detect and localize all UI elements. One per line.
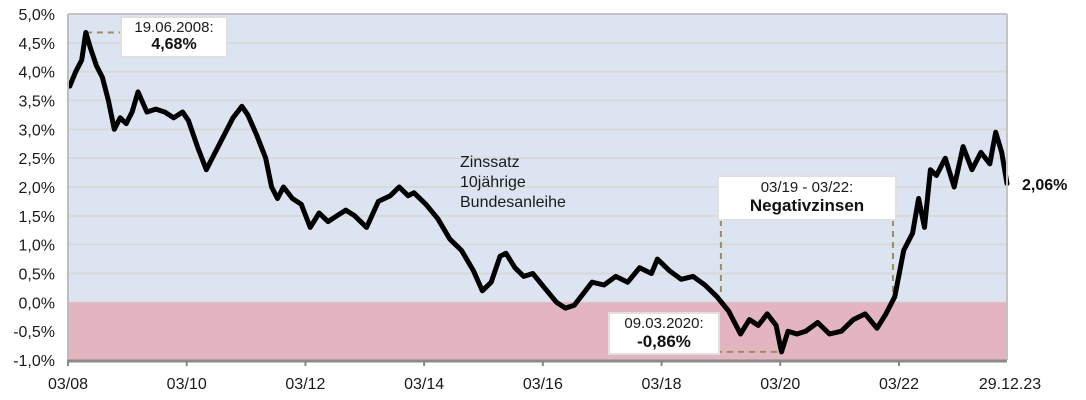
rate-line <box>67 30 1010 355</box>
series-label-line-2: 10jährige <box>460 174 526 191</box>
x-tick-label: 03/16 <box>523 376 563 393</box>
annotation-max-date: 19.06.2008: <box>134 19 214 36</box>
y-tick-label: 2,0% <box>19 180 55 197</box>
x-tick-label: 03/14 <box>404 376 444 393</box>
annotation-min-date: 09.03.2020: <box>624 315 704 332</box>
y-tick-label: 3,0% <box>19 122 55 139</box>
y-tick-label: 1,0% <box>19 238 55 255</box>
end-value-label: 2,06% <box>1022 177 1068 194</box>
x-tick-label: 03/10 <box>167 376 207 393</box>
annotation-guides <box>85 31 894 353</box>
y-tick-label: 4,0% <box>19 65 55 82</box>
x-tick-label: 29.12.23 <box>979 376 1041 393</box>
y-tick-label: 1,5% <box>19 209 55 226</box>
annotation-max-value: 4,68% <box>151 36 197 54</box>
annotation-negative-period: 03/19 - 03/22: Negativzinsen <box>717 175 897 221</box>
x-tick-label: 03/22 <box>879 376 919 393</box>
series-label-line-3: Bundesanleihe <box>460 194 566 211</box>
negative-zone <box>67 302 1007 360</box>
annotation-period-label: Negativzinsen <box>749 196 865 216</box>
y-tick-label: 0,0% <box>19 295 55 312</box>
axis-frame <box>67 13 1008 363</box>
y-tick-label: -0,5% <box>13 324 55 341</box>
y-tick-label: 4,5% <box>19 36 55 53</box>
x-tick-label: 03/12 <box>285 376 325 393</box>
y-tick-label: 0,5% <box>19 267 55 284</box>
x-tick-label: 03/08 <box>48 376 88 393</box>
annotation-min-value: -0,86% <box>637 332 691 352</box>
y-tick-label: 3,5% <box>19 94 55 111</box>
annotation-min: 09.03.2020: -0,86% <box>608 312 720 355</box>
y-tick-label: 5,0% <box>19 7 55 24</box>
annotation-max: 19.06.2008: 4,68% <box>120 16 228 58</box>
y-tick-label: 2,5% <box>19 151 55 168</box>
x-tick-label: 03/18 <box>642 376 682 393</box>
y-axis-ticks: 5,0% 4,5% 4,0% 3,5% 3,0% 2,5% 2,0% 1,5% 1,0% 0,5%… <box>13 7 55 370</box>
y-tick-label: -1,0% <box>13 353 55 370</box>
series-line <box>67 30 1010 355</box>
x-axis-ticks: 03/08 03/10 03/12 03/14 03/16 03/18 03/20 03/22… <box>48 360 1041 393</box>
x-tick-label: 03/20 <box>760 376 800 393</box>
series-label: Zinssatz 10jährige Bundesanleihe <box>460 153 566 213</box>
negative-zone-fill <box>67 302 1007 360</box>
series-label-line-1: Zinssatz <box>460 154 520 171</box>
annotation-period-range: 03/19 - 03/22: <box>760 179 854 196</box>
